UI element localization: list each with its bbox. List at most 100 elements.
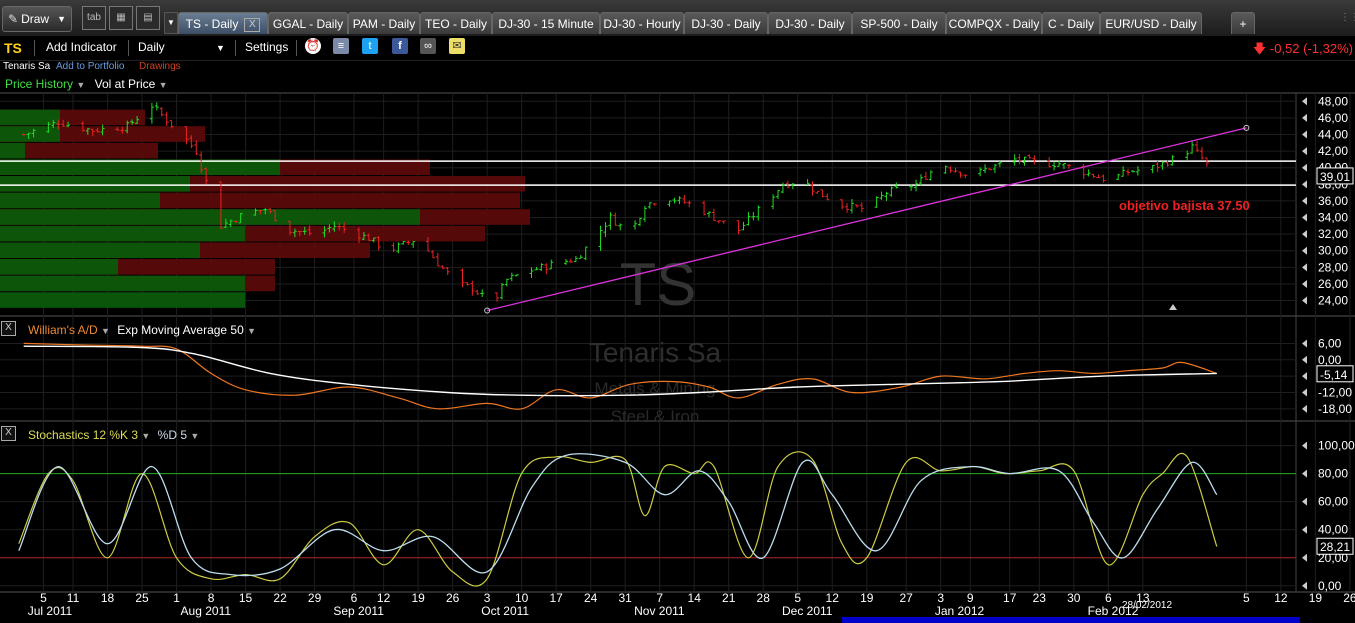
note-icon[interactable]: ✉ (449, 38, 465, 54)
x-day-label: 21 (722, 591, 736, 605)
x-day-label: 28 (757, 591, 771, 605)
axis-tick-marker (1302, 553, 1307, 562)
drawings-link[interactable]: Drawings (139, 61, 181, 72)
x-day-label: 17 (549, 591, 563, 605)
price-panel-header: Price History ▼ Vol at Price ▼ (5, 77, 168, 91)
facebook-icon[interactable]: f (392, 38, 408, 54)
period-chevron-down-icon[interactable]: ▼ (216, 43, 225, 53)
draw-button[interactable]: ✎ Draw ▼ (2, 6, 72, 32)
x-month-label: Jan 2012 (935, 604, 985, 618)
price-history-label[interactable]: Price History (5, 77, 74, 91)
vap-up-bar (0, 192, 160, 209)
tab-8[interactable]: SP-500 - Daily (852, 12, 946, 34)
stoch-k-chevron-icon[interactable]: ▼ (141, 431, 151, 441)
ad-axis-label: -12,00 (1318, 385, 1352, 399)
tab-label: COMPQX - Daily (948, 17, 1040, 31)
vap-up-bar (0, 176, 190, 192)
x-day-label: 12 (377, 591, 391, 605)
tab-layout-button[interactable]: tab (82, 6, 106, 30)
tab-4[interactable]: DJ-30 - 15 Minute (492, 12, 600, 34)
x-day-label: 19 (411, 591, 425, 605)
x-day-label: 15 (239, 591, 253, 605)
top-tab-bar: ✎ Draw ▼ tab ▦ ▤ ▼ TS - Daily X GGAL - Daily… (0, 0, 1355, 36)
ema-chevron-icon[interactable]: ▼ (247, 326, 257, 336)
new-tab-icon[interactable]: + (1231, 12, 1255, 34)
vol-at-price-label[interactable]: Vol at Price (94, 77, 156, 91)
tab-5[interactable]: DJ-30 - Hourly (600, 12, 684, 34)
symbol-label[interactable]: TS (4, 40, 22, 56)
period-select[interactable]: Daily (138, 40, 165, 54)
williams-ad-label[interactable]: William's A/D (28, 323, 98, 337)
stoch-axis-label: 60,00 (1318, 495, 1348, 509)
tab-3[interactable]: TEO - Daily (420, 12, 492, 34)
price-axis-label: 26,00 (1318, 277, 1348, 291)
axis-tick-marker (1302, 279, 1307, 288)
grid-layout-icon[interactable]: ▦ (109, 6, 133, 30)
window-grip-icon[interactable]: ⋮⋮ (1340, 12, 1355, 23)
twitter-icon[interactable]: t (362, 38, 378, 54)
tab-1[interactable]: GGAL - Daily (268, 12, 348, 34)
tab-10[interactable]: C - Daily (1042, 12, 1100, 34)
settings-button[interactable]: Settings (245, 40, 289, 54)
alarm-clock-icon[interactable]: ⏰ (305, 38, 321, 54)
tab-close-icon[interactable]: X (244, 17, 261, 32)
vap-up-bar (0, 159, 280, 176)
add-to-portfolio-link[interactable]: Add to Portfolio (56, 61, 125, 72)
vap-up-bar (0, 225, 245, 242)
pencil-icon: ✎ (8, 12, 19, 26)
trendline-handle[interactable] (1243, 124, 1250, 131)
tab-2[interactable]: PAM - Daily (348, 12, 420, 34)
x-day-label: 6 (1105, 591, 1112, 605)
x-day-label: 6 (351, 591, 358, 605)
tab-9[interactable]: COMPQX - Daily (946, 12, 1042, 34)
ema-label[interactable]: Exp Moving Average 50 (117, 323, 244, 337)
stoch-axis-label: 100,00 (1318, 439, 1355, 453)
tab-11[interactable]: EUR/USD - Daily (1100, 12, 1202, 34)
tab-label: GGAL - Daily (272, 17, 344, 31)
scroll-selection-bar[interactable] (842, 617, 1300, 623)
tab-label: PAM - Daily (352, 17, 416, 31)
stoch-d-chevron-icon[interactable]: ▼ (190, 431, 200, 441)
close-stoch-panel-icon[interactable]: X (1, 426, 16, 441)
tab-7[interactable]: DJ-30 - Daily (768, 12, 852, 34)
x-month-label: Nov 2011 (634, 604, 685, 618)
williams-ad-chevron-icon[interactable]: ▼ (100, 326, 110, 336)
last-stoch-label-box (1316, 537, 1354, 555)
last-ad-label: -5,14 (1320, 368, 1348, 382)
trendline[interactable] (486, 127, 1247, 312)
chart-toolbar: TS Add Indicator Daily ▼ Settings ⏰ ≡ t … (0, 36, 1355, 61)
tab-label: TEO - Daily (424, 17, 487, 31)
tab-6[interactable]: DJ-30 - Daily (684, 12, 768, 34)
axis-tick-marker (1302, 180, 1307, 189)
last-price-label-box (1316, 167, 1354, 185)
draw-label: Draw (21, 12, 50, 26)
watermark-symbol: TS (620, 251, 697, 318)
binoculars-icon[interactable]: ∞ (420, 38, 436, 54)
stoch-d-label[interactable]: %D 5 (157, 428, 188, 442)
x-day-label: 3 (937, 591, 944, 605)
axis-tick-marker (1302, 296, 1307, 305)
stack-icon[interactable]: ≡ (333, 38, 349, 54)
current-date-label: 28/02/2012 (1122, 600, 1172, 611)
vap-up-bar (0, 292, 245, 308)
add-indicator-button[interactable]: Add Indicator (46, 40, 117, 54)
close-ad-panel-icon[interactable]: X (1, 321, 16, 336)
ad-axis-label: 6,00 (1318, 336, 1342, 350)
price-axis-label: 34,00 (1318, 211, 1348, 225)
x-day-label: 10 (515, 591, 529, 605)
split-layout-icon[interactable]: ▤ (136, 6, 160, 30)
x-day-label: 24 (584, 591, 598, 605)
axis-tick-marker (1302, 388, 1307, 397)
williams-ad-line (23, 342, 1217, 410)
tab-list-chevron-icon[interactable]: ▼ (164, 12, 178, 34)
last-price-label: 39,01 (1320, 170, 1350, 184)
vol-at-price-chevron-icon[interactable]: ▼ (158, 80, 168, 90)
price-history-chevron-icon[interactable]: ▼ (76, 80, 86, 90)
watermark-company: Tenaris Sa (589, 337, 722, 368)
x-day-label: 12 (1274, 591, 1288, 605)
tab-0[interactable]: TS - Daily X (178, 12, 268, 34)
trendline-handle[interactable] (484, 307, 491, 314)
stoch-k-label[interactable]: Stochastics 12 %K 3 (28, 428, 139, 442)
ema-line (23, 345, 1217, 397)
